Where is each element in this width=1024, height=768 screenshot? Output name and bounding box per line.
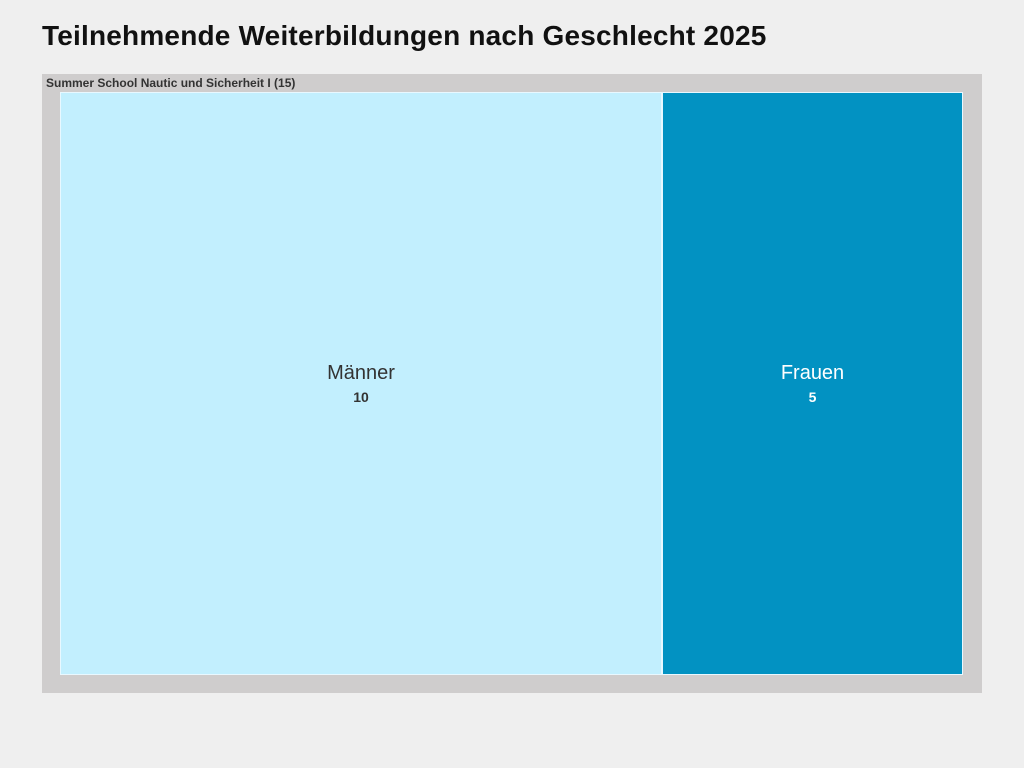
treemap-tile-1[interactable]: Frauen 5 <box>662 92 963 675</box>
tile-value: 10 <box>353 389 369 405</box>
treemap-tile-0[interactable]: Männer 10 <box>60 92 662 675</box>
group-label: Summer School Nautic und Sicherheit I (1… <box>46 76 296 90</box>
tile-value: 5 <box>808 389 817 405</box>
treemap-group[interactable]: Summer School Nautic und Sicherheit I (1… <box>42 74 982 693</box>
treemap-area: Männer 10 Frauen 5 <box>60 92 963 675</box>
tile-label: Frauen <box>780 362 845 384</box>
chart-title: Teilnehmende Weiterbildungen nach Geschl… <box>42 20 767 51</box>
tile-label: Männer <box>327 362 395 384</box>
